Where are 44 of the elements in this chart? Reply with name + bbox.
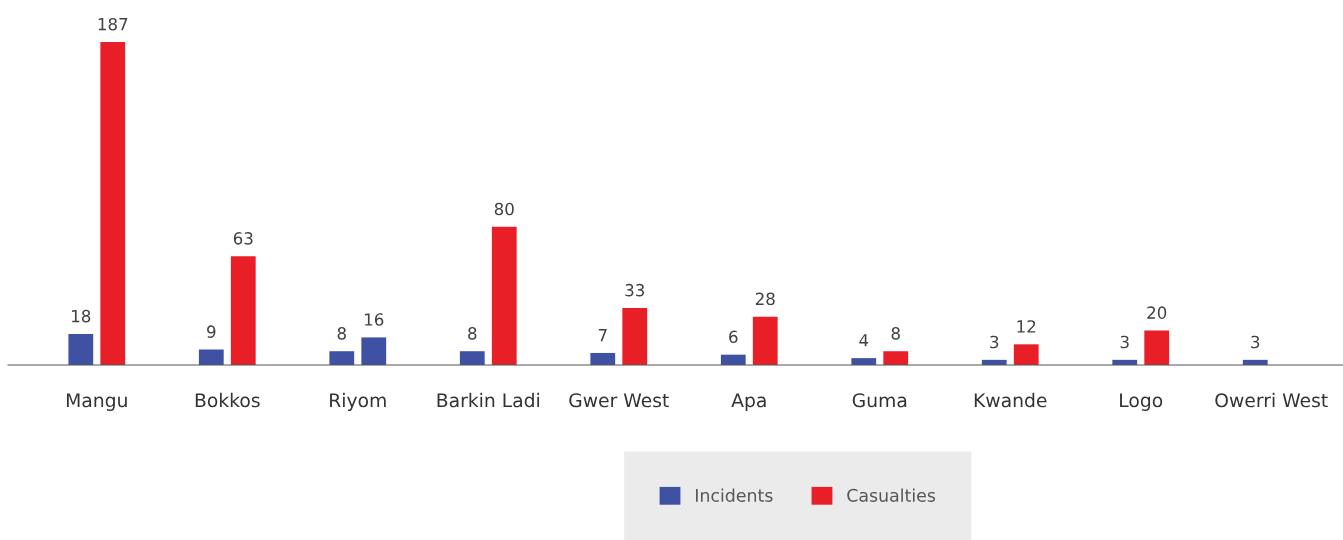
x-tick-label: Kwande xyxy=(974,392,1047,408)
x-tick-label: Mangu xyxy=(66,393,127,411)
bar xyxy=(1013,344,1039,366)
data-label: 16 xyxy=(364,313,384,326)
bar xyxy=(100,42,126,366)
data-label: 80 xyxy=(494,202,514,216)
data-label: 12 xyxy=(1017,320,1036,333)
data-label: 8 xyxy=(891,327,900,340)
bar xyxy=(883,351,909,366)
data-label: 20 xyxy=(1147,306,1167,319)
x-tick-label: Owerri West xyxy=(1215,392,1328,408)
bar xyxy=(198,349,224,366)
data-label: 33 xyxy=(625,283,645,297)
data-label: 8 xyxy=(468,327,477,340)
x-tick-label: Gwer West xyxy=(569,393,669,408)
bar xyxy=(230,256,256,366)
data-label: 7 xyxy=(598,329,607,342)
data-label: 187 xyxy=(98,17,128,31)
data-label: 3 xyxy=(1120,335,1129,349)
data-label: 3 xyxy=(990,335,999,349)
bar xyxy=(590,352,616,366)
x-tick-label: Barkin Ladi xyxy=(437,392,540,408)
data-label: 28 xyxy=(755,292,775,306)
legend-label: Casualties xyxy=(847,488,936,502)
data-label: 63 xyxy=(233,232,253,245)
data-label: 9 xyxy=(207,325,216,338)
bar xyxy=(622,308,648,366)
x-tick-label: Guma xyxy=(852,393,907,408)
data-label: 8 xyxy=(337,327,346,340)
x-tick-label: Riyom xyxy=(330,392,386,411)
legend-label: Incidents xyxy=(696,488,773,502)
bar xyxy=(1144,330,1170,366)
x-tick-label: Bokkos xyxy=(195,392,260,408)
bar xyxy=(459,351,485,366)
bar xyxy=(329,351,355,366)
data-label: 4 xyxy=(859,334,869,347)
data-label: 18 xyxy=(72,309,91,323)
bar xyxy=(752,316,778,366)
bar xyxy=(491,226,517,366)
x-tick-label: Logo xyxy=(1120,393,1163,411)
data-label: 6 xyxy=(729,330,738,344)
x-tick-label: Apa xyxy=(731,393,766,411)
data-label: 3 xyxy=(1251,335,1260,349)
bar xyxy=(68,333,94,366)
